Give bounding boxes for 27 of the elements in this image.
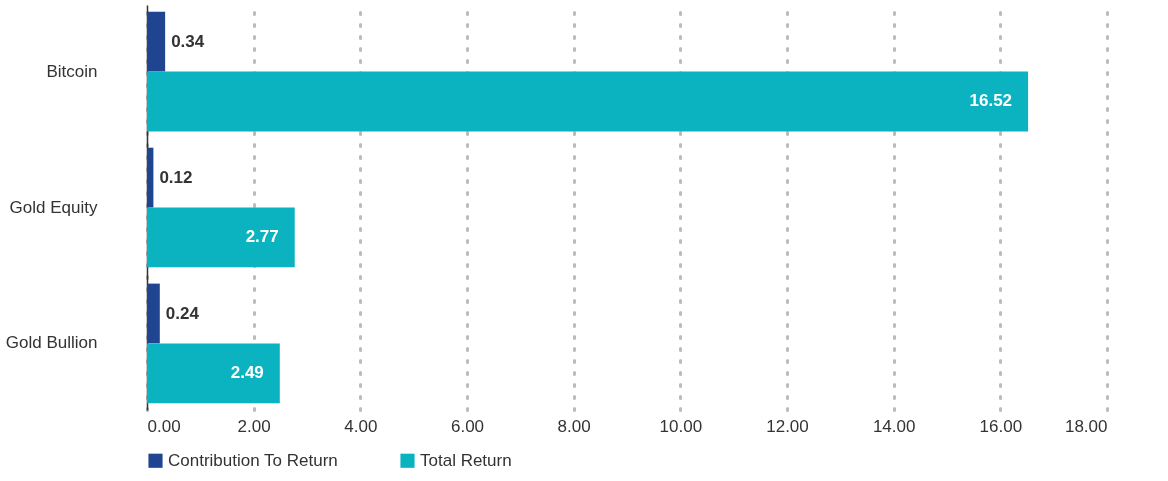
legend-label: Contribution To Return: [168, 450, 338, 470]
bar: [147, 11, 166, 72]
x-tick-label: 14.00: [872, 416, 916, 436]
x-tick-label: 4.00: [344, 416, 378, 436]
x-tick-label: 12.00: [766, 416, 809, 436]
x-tick-label: 18.00: [1064, 416, 1108, 436]
bar: [147, 343, 280, 404]
x-tick-label: 6.00: [450, 416, 485, 436]
y-tick-label: Gold Equity: [9, 197, 98, 217]
x-tick-label: 0.00: [147, 416, 181, 436]
data-label: 0.34: [171, 31, 205, 51]
data-label: 0.24: [165, 303, 200, 323]
y-tick-label: Gold Bullion: [5, 333, 98, 353]
bar: [147, 147, 154, 208]
y-tick-label: Bitcoin: [46, 61, 98, 81]
data-label: 2.77: [245, 227, 279, 247]
x-tick-label: 2.00: [237, 416, 271, 436]
legend-label: Total Return: [420, 450, 512, 470]
data-label: 16.52: [969, 91, 1013, 111]
bar: [147, 207, 295, 268]
bar: [147, 283, 160, 344]
x-tick-label: 16.00: [979, 416, 1023, 436]
data-label: 0.12: [159, 167, 193, 187]
x-tick-label: 8.00: [557, 416, 591, 436]
bar: [147, 71, 1029, 132]
x-tick-label: 10.00: [659, 416, 703, 436]
data-label: 2.49: [230, 363, 264, 383]
